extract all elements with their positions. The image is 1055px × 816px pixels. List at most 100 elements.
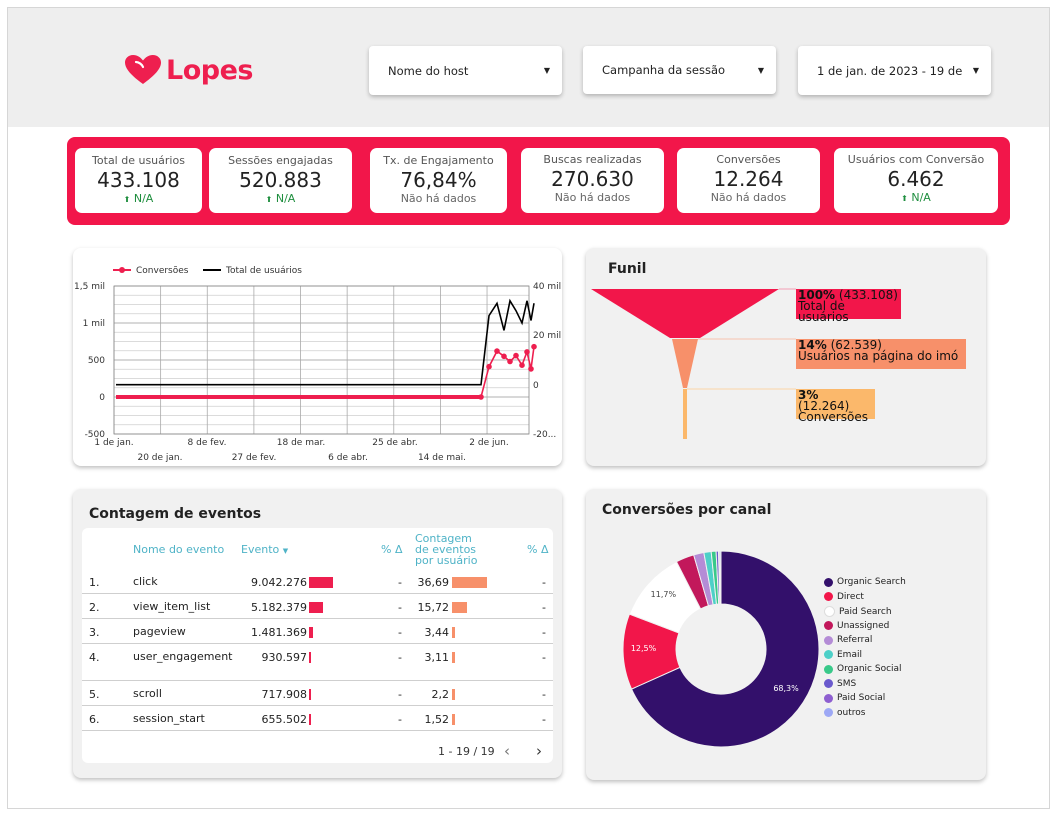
kpi-card-engaged-sessions: Sessões engajadas 520.883 ⬆ N/A — [209, 148, 352, 213]
date-range-filter[interactable]: 1 de jan. de 2023 - 19 de ... ▼ — [798, 46, 991, 95]
events-title: Contagem de eventos — [89, 506, 262, 522]
event-count: 655.502 — [261, 713, 308, 726]
series-line-conversions — [116, 346, 535, 398]
series-point-conversions[interactable] — [501, 353, 507, 360]
y-tick-left: 1,5 mil — [74, 282, 105, 292]
legend-item[interactable]: Paid Search — [824, 606, 892, 617]
events-card: Contagem de eventos Nome do evento Event… — [73, 489, 562, 778]
series-point-conversions[interactable] — [486, 363, 492, 370]
donut-slice-organic-search[interactable] — [630, 550, 820, 748]
pager-text: 1 - 19 / 19 — [438, 745, 495, 758]
delta-1: - — [398, 626, 402, 639]
per-user-value: 3,11 — [424, 651, 450, 664]
kpi-card-searches: Buscas realizadas 270.630 Não há dados — [521, 148, 664, 213]
donut-slice-outros[interactable] — [719, 550, 722, 605]
series-point-conversions[interactable] — [531, 343, 537, 350]
table-row[interactable]: 2. view_item_list 5.182.379 - 15,72 - — [82, 593, 553, 619]
kpi-label: Conversões — [716, 153, 781, 166]
table-row[interactable]: 1. click 9.042.276 - 36,69 - — [82, 568, 553, 594]
legend-item[interactable]: Unassigned — [824, 621, 889, 631]
table-row[interactable]: 3. pageview 1.481.369 - 3,44 - — [82, 618, 553, 644]
kpi-label: Usuários com Conversão — [847, 153, 985, 166]
delta-1: - — [398, 688, 402, 701]
legend-swatch — [824, 606, 835, 617]
event-count-bar — [309, 577, 333, 588]
event-count: 717.908 — [261, 688, 308, 701]
funnel-label-2: 14% (62.539) Usuários na página do imó — [796, 339, 966, 369]
session-campaign-filter[interactable]: Campanha da sessão ▼ — [583, 46, 776, 94]
legend-item[interactable]: SMS — [824, 679, 856, 689]
channels-donut-chart[interactable]: 68,3% 12,5% 11,7% — [611, 539, 841, 769]
row-index: 6. — [89, 713, 100, 726]
x-tick: 20 de jan. — [137, 453, 182, 463]
channels-card: Conversões por canal 68,3% 12,5% 11,7% Org… — [586, 489, 986, 780]
chevron-left-icon[interactable]: ‹ — [504, 742, 510, 760]
series-point-conversions[interactable] — [494, 348, 500, 354]
caret-down-icon: ▼ — [757, 65, 764, 75]
chevron-right-icon[interactable]: › — [536, 742, 542, 760]
legend-item[interactable]: Organic Search — [824, 577, 906, 587]
funnel-count: (62.539) — [830, 339, 882, 352]
timeseries-chart[interactable]: Conversões Total de usuários 1,5 mil 1 m… — [73, 248, 562, 466]
series-point-conversions[interactable] — [507, 358, 513, 365]
table-row[interactable]: 4. user_engagement 930.597 - 3,11 - — [82, 643, 553, 681]
event-name: click — [133, 575, 158, 588]
brand-name: Lopes — [166, 54, 253, 86]
legend-item[interactable]: Referral — [824, 635, 872, 645]
y-tick-left: -500 — [85, 430, 106, 440]
legend-swatch — [824, 592, 833, 601]
legend-label-users: Total de usuários — [225, 266, 302, 276]
legend-label: SMS — [837, 678, 857, 689]
row-index: 2. — [89, 601, 100, 614]
legend-item[interactable]: Email — [824, 650, 862, 660]
event-name: view_item_list — [133, 600, 211, 613]
funnel-pct: 3% — [798, 388, 819, 402]
col-header-delta-1[interactable]: % Δ — [381, 543, 403, 556]
legend-label-conversions: Conversões — [136, 266, 189, 276]
host-name-filter[interactable]: Nome do host ▼ — [369, 46, 562, 95]
legend-item[interactable]: Direct — [824, 592, 864, 602]
legend-label: Referral — [837, 635, 873, 645]
kpi-band: Total de usuários 433.108 ⬆ N/A Sessões … — [67, 137, 1010, 225]
legend-item[interactable]: Paid Social — [824, 693, 885, 703]
table-row[interactable]: 5. scroll 717.908 - 2,2 - — [82, 680, 553, 706]
event-name: scroll — [133, 687, 162, 700]
kpi-card-total-users: Total de usuários 433.108 ⬆ N/A — [75, 148, 202, 213]
header-bar: Lopes Nome do host ▼ Campanha da sessão … — [8, 8, 1049, 127]
kpi-label: Tx. de Engajamento — [383, 154, 494, 167]
legend-label: Organic Search — [837, 577, 906, 587]
series-point-conversions[interactable] — [513, 352, 519, 359]
kpi-delta-text: Não há dados — [710, 191, 787, 204]
delta-2: - — [542, 601, 546, 614]
series-point-conversions[interactable] — [528, 366, 534, 372]
row-index: 3. — [89, 626, 100, 639]
host-name-filter-label: Nome do host — [388, 63, 469, 78]
kpi-value: 76,84% — [400, 168, 477, 192]
kpi-delta: ⬆ N/A — [209, 192, 352, 205]
per-user-value: 3,44 — [424, 626, 450, 639]
series-point-conversions[interactable] — [478, 394, 484, 400]
per-user-bar — [452, 652, 455, 663]
series-point-conversions[interactable] — [524, 349, 530, 355]
col-header-event[interactable]: Evento ▼ — [241, 544, 288, 557]
legend-item[interactable]: outros — [824, 708, 865, 718]
event-count-bar — [309, 689, 311, 700]
col-header-per-user[interactable]: Contagem de eventos por usuário — [415, 532, 478, 567]
legend-swatch — [824, 577, 833, 587]
table-row[interactable]: 6. session_start 655.502 - 1,52 - — [82, 705, 553, 731]
per-user-bar — [452, 689, 455, 700]
kpi-value: 270.630 — [551, 167, 634, 191]
col-header-delta-2[interactable]: % Δ — [527, 543, 549, 556]
event-name: user_engagement — [133, 650, 233, 663]
per-user-value: 36,69 — [417, 576, 450, 589]
event-name: session_start — [133, 712, 205, 725]
kpi-label: Sessões engajadas — [228, 154, 333, 167]
kpi-card-engagement-rate: Tx. de Engajamento 76,84% Não há dados — [370, 148, 507, 213]
funnel-step-2 — [672, 339, 698, 388]
legend-item[interactable]: Organic Social — [824, 664, 902, 674]
y-tick-right: 0 — [533, 381, 539, 391]
series-point-conversions[interactable] — [519, 362, 525, 368]
event-count: 1.481.369 — [251, 626, 307, 639]
col-header-event-name[interactable]: Nome do evento — [133, 543, 225, 556]
donut-slice-label: 12,5% — [631, 644, 657, 653]
